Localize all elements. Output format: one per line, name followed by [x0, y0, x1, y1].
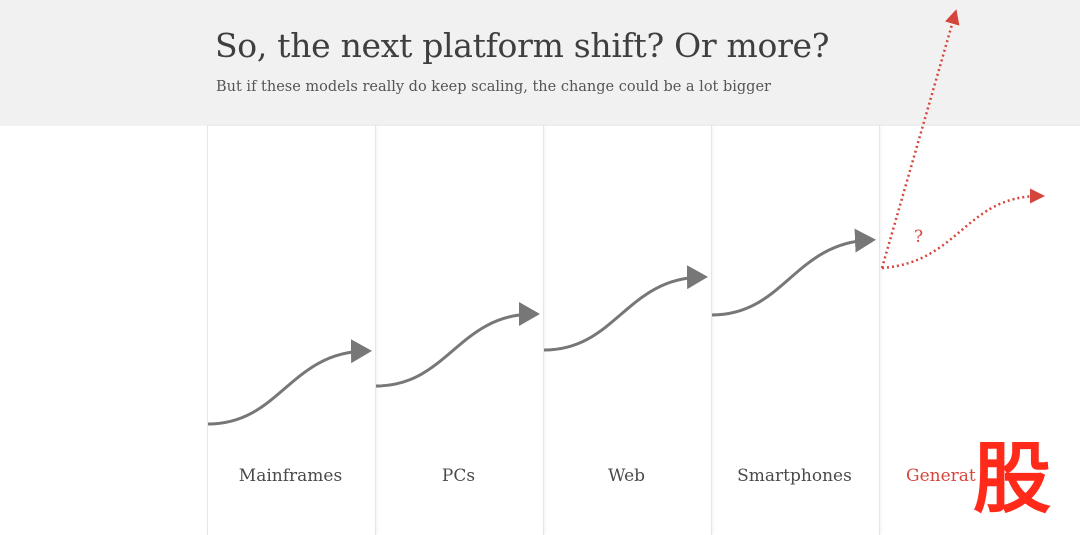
era-label-web: Web: [607, 466, 646, 486]
slide-subtitle: But if these models really do keep scali…: [216, 79, 771, 95]
s-curve-pcs: [375, 302, 540, 388]
era-label-pcs: PCs: [441, 466, 476, 486]
header-band: So, the next platform shift? Or more? Bu…: [0, 0, 1080, 126]
era-label-mainframes: Mainframes: [238, 466, 343, 486]
era-label-generative: Generat: [906, 466, 976, 486]
future-curved-arrow: [881, 188, 1045, 270]
s-curve-smartphones: [711, 228, 876, 317]
era-panel-generative: [879, 126, 1080, 535]
era-label-smartphones: Smartphones: [737, 466, 852, 486]
watermark-logo-icon: 股: [972, 442, 1051, 516]
future-question-mark: ?: [914, 227, 923, 247]
slide-title: So, the next platform shift? Or more?: [215, 26, 830, 65]
s-curve-mainframes: [207, 339, 372, 426]
s-curve-web: [543, 265, 708, 352]
future-steep-arrow: [880, 9, 960, 269]
